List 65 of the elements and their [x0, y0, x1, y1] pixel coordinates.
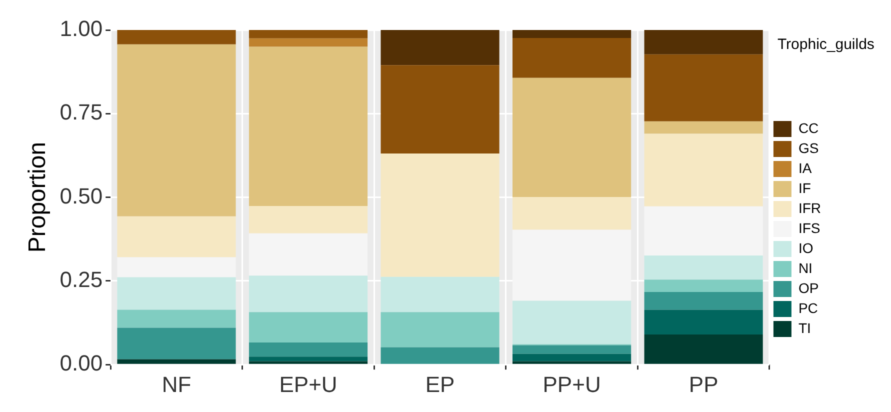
y-tick-label: 0.25 — [60, 267, 103, 292]
bar — [248, 356, 368, 362]
bar — [248, 30, 368, 38]
legend-label: OP — [798, 280, 819, 296]
bar — [380, 65, 500, 154]
bar — [380, 153, 500, 277]
legend-label: IFS — [798, 220, 820, 236]
y-tick-label: 1.00 — [60, 16, 103, 42]
bar — [248, 342, 368, 357]
bar — [512, 78, 632, 197]
bar — [644, 30, 763, 54]
bar — [512, 361, 632, 364]
bar — [117, 216, 236, 258]
bar — [380, 347, 500, 364]
bar — [512, 354, 632, 362]
x-tick-label: EP — [425, 372, 455, 397]
legend-label: IFR — [798, 200, 822, 216]
bar — [644, 121, 763, 134]
bar — [248, 312, 368, 343]
bar — [644, 256, 763, 280]
legend-label: IF — [798, 180, 811, 196]
bar — [248, 361, 368, 364]
legend-label: TI — [798, 320, 811, 336]
bar — [644, 206, 763, 256]
bar — [380, 30, 500, 66]
bar — [644, 334, 763, 364]
legend-label: IA — [798, 160, 812, 176]
y-tick-label: 0.75 — [60, 100, 103, 125]
bar — [512, 30, 632, 38]
legend-label: GS — [798, 140, 819, 156]
x-tick-label: NF — [162, 372, 192, 397]
bar — [117, 257, 236, 278]
bar — [117, 30, 236, 44]
legend-label: CC — [798, 120, 819, 136]
legend-label: PC — [798, 300, 818, 316]
x-tick-label: EP+U — [279, 372, 338, 397]
y-tick-label: 0.50 — [60, 183, 103, 208]
bar — [248, 46, 368, 206]
bar — [117, 328, 236, 360]
legend-title: Trophic_guilds — [777, 36, 874, 53]
legend-label: IO — [798, 240, 814, 256]
bar — [512, 345, 632, 354]
bar — [512, 38, 632, 78]
bar — [117, 277, 236, 310]
legend-label: NI — [798, 260, 812, 276]
bar — [248, 276, 368, 312]
bar — [644, 310, 763, 334]
x-tick-label: PP+U — [542, 372, 601, 397]
x-tick-label: PP — [688, 372, 718, 397]
bar — [380, 276, 500, 312]
bar — [644, 280, 763, 292]
y-axis-title: Proportion — [24, 142, 52, 253]
bar — [512, 300, 632, 344]
bar — [117, 44, 236, 216]
bar — [644, 54, 763, 122]
bar — [644, 292, 763, 310]
bar — [248, 38, 368, 47]
bar — [512, 196, 632, 230]
bar — [380, 312, 500, 348]
bar — [117, 310, 236, 328]
bar — [117, 359, 236, 364]
bar — [248, 206, 368, 234]
bar — [248, 233, 368, 276]
y-tick-label: 0.00 — [60, 350, 103, 376]
bar — [644, 134, 763, 206]
